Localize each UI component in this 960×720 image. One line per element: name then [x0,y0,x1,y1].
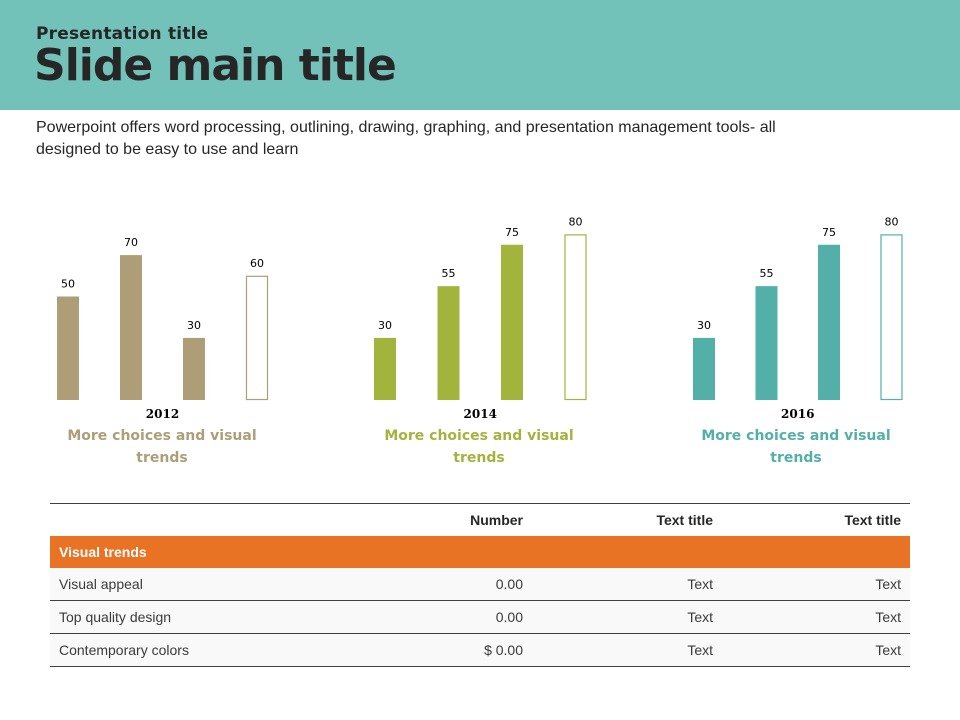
data-label: 60 [250,257,264,270]
data-label: 50 [61,278,75,291]
table-row: Visual appeal 0.00 Text Text [50,568,910,601]
bar [564,234,587,401]
bar [120,255,142,400]
table-row: Contemporary colors $ 0.00 Text Text [50,633,910,667]
bar [245,275,269,401]
cell-text: Text [532,633,722,667]
bar-charts: 50 70 30 60 2012 30 55 75 80 2014 30 55 75 80 2016 [57,215,903,420]
chart-year-label: 2012 [146,407,179,420]
chart-caption-2016: More choices and visual trends [701,428,891,466]
row-label: Top quality design [50,600,334,634]
cell-text: Text [532,568,722,601]
row-label: Contemporary colors [50,633,334,667]
chart-2016: 30 55 75 80 2016 [693,215,903,420]
bar [880,234,903,401]
table-header: Text title [722,503,910,536]
bar [818,244,840,400]
header-banner: Presentation title Slide main title [0,0,960,110]
data-label: 55 [442,267,456,280]
table-header-row: Number Text title Text title [50,503,910,536]
cell-text: Text [532,600,722,634]
table-header: Text title [532,503,722,536]
slide-subtitle: Powerpoint offers word processing, outli… [36,119,776,158]
data-label: 30 [378,319,392,332]
data-label: 30 [697,319,711,332]
presentation-title: Presentation title [36,24,209,44]
data-label: 75 [505,226,519,239]
data-label: 55 [760,267,774,280]
bar [693,337,715,400]
cell-number: $ 0.00 [334,633,532,667]
cell-number: 0.00 [334,600,532,634]
chart-2012: 50 70 30 60 2012 [57,236,269,420]
bar [183,337,205,400]
chart-year-label: 2014 [464,407,497,420]
chart-caption-2012: More choices and visual trends [67,428,257,466]
cell-text: Text [722,568,910,601]
data-label: 80 [569,215,583,228]
chart-year-label: 2016 [781,407,814,420]
data-table: Number Text title Text title Visual tren… [50,503,910,667]
section-label: Visual trends [50,536,334,568]
bar [501,244,523,400]
row-label: Visual appeal [50,568,334,601]
cell-text: Text [722,600,910,634]
table-row: Top quality design 0.00 Text Text [50,600,910,634]
bar [437,286,460,400]
data-label: 30 [187,319,201,332]
data-label: 75 [822,226,836,239]
bar [374,337,396,400]
chart-2014: 30 55 75 80 2014 [374,215,587,420]
data-label: 80 [885,215,899,228]
table-section-row: Visual trends [50,536,910,568]
bar [57,296,79,400]
table-header: Number [334,503,532,536]
bar [755,286,778,400]
table-header [50,503,334,536]
data-label: 70 [124,236,138,249]
cell-text: Text [722,633,910,667]
slide-title: Slide main title [34,40,397,91]
chart-caption-2014: More choices and visual trends [384,428,574,466]
cell-number: 0.00 [334,568,532,601]
